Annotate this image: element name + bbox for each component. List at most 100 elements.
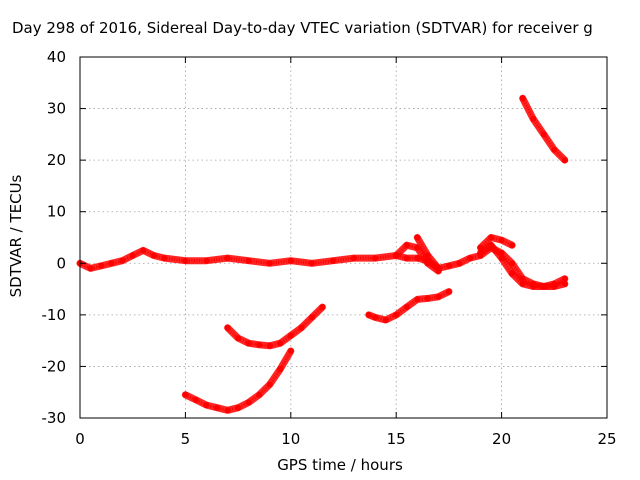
data-point-afternoon-arc bbox=[393, 311, 400, 318]
data-point-low-arc bbox=[192, 396, 199, 403]
data-point-late-segment bbox=[519, 95, 526, 102]
data-point-main-band bbox=[87, 265, 94, 272]
data-point-mid-arc bbox=[277, 340, 284, 347]
data-point-afternoon-arc bbox=[414, 296, 421, 303]
data-point-main-band bbox=[119, 257, 126, 264]
data-point-afternoon-arc bbox=[435, 293, 442, 300]
data-point-afternoon-arc bbox=[372, 314, 379, 321]
y-tick-label: -30 bbox=[42, 409, 67, 427]
data-point-low-arc bbox=[224, 407, 231, 414]
data-point-low-arc bbox=[256, 391, 263, 398]
data-point-afternoon-arc bbox=[365, 311, 372, 318]
data-point-lower-trace-20h bbox=[498, 255, 505, 262]
data-point-mid-arc bbox=[298, 324, 305, 331]
x-axis-label: GPS time / hours bbox=[277, 456, 403, 474]
data-point-lower-trace-20h bbox=[477, 250, 484, 256]
data-point-main-band bbox=[414, 255, 421, 262]
data-point-afternoon-arc bbox=[403, 304, 410, 311]
x-tick-label: 5 bbox=[181, 430, 191, 448]
data-point-mid-arc bbox=[319, 304, 326, 311]
data-point-spike-16h bbox=[424, 252, 431, 259]
x-tick-label: 10 bbox=[281, 430, 300, 448]
data-point-low-arc bbox=[203, 402, 210, 409]
chart-title: Day 298 of 2016, Sidereal Day-to-day VTE… bbox=[12, 19, 593, 37]
data-point-main-band bbox=[108, 260, 115, 267]
data-point-mid-arc bbox=[235, 335, 242, 342]
data-point-main-band bbox=[266, 260, 273, 267]
series-line-upper-trace-20h bbox=[479, 236, 513, 249]
data-point-late-segment bbox=[540, 131, 547, 138]
data-point-mid-arc bbox=[287, 332, 294, 339]
y-tick-label: 20 bbox=[47, 151, 66, 169]
series-band-lower-trace-20h bbox=[477, 241, 569, 290]
data-point-upper-trace-15h bbox=[403, 242, 410, 249]
data-point-mid-arc bbox=[256, 341, 263, 348]
data-point-low-arc bbox=[235, 404, 242, 411]
data-point-lower-trace-20h bbox=[561, 275, 568, 282]
data-point-main-band bbox=[372, 255, 379, 262]
data-point-main-band bbox=[161, 255, 168, 262]
data-point-afternoon-arc bbox=[382, 317, 389, 323]
data-point-main-band bbox=[308, 260, 315, 267]
data-point-main-band bbox=[98, 262, 105, 269]
data-point-low-arc bbox=[277, 366, 284, 372]
plot-frame bbox=[79, 56, 608, 419]
data-point-main-band bbox=[509, 260, 516, 267]
data-point-mid-arc bbox=[224, 324, 231, 331]
data-point-late-segment bbox=[551, 146, 558, 153]
data-point-spike-16h bbox=[435, 265, 442, 272]
data-point-main-band bbox=[456, 260, 463, 267]
series-band-low-arc bbox=[181, 347, 295, 414]
tick-layer: 0 5 10 15 20 25 -30 -20 -10 0 10 20 30 40 bbox=[42, 48, 617, 448]
data-point-upper-trace-15h bbox=[393, 252, 400, 259]
x-tick-label: 25 bbox=[597, 430, 616, 448]
data-point-mid-arc bbox=[245, 340, 252, 347]
y-tick-label: -20 bbox=[42, 357, 67, 375]
data-point-low-arc bbox=[266, 381, 273, 388]
data-point-late-segment bbox=[530, 115, 537, 122]
data-point-main-band bbox=[445, 262, 452, 269]
y-tick-label: 30 bbox=[47, 100, 66, 118]
data-point-low-arc bbox=[287, 348, 294, 354]
data-point-main-band bbox=[150, 252, 157, 259]
data-point-late-segment bbox=[561, 157, 568, 164]
data-point-main-band bbox=[403, 255, 410, 262]
series-layer bbox=[76, 94, 569, 414]
data-point-main-band bbox=[245, 257, 252, 264]
data-point-low-arc bbox=[214, 404, 220, 411]
data-point-main-band bbox=[203, 257, 210, 264]
series-band-mid-arc bbox=[224, 303, 326, 350]
data-point-mid-arc bbox=[266, 342, 273, 349]
y-tick-label: 10 bbox=[47, 203, 66, 221]
data-point-lower-trace-20h bbox=[530, 283, 537, 290]
data-point-upper-trace-20h bbox=[509, 242, 516, 249]
data-point-main-band bbox=[287, 257, 294, 264]
data-point-lower-trace-20h bbox=[540, 283, 547, 290]
data-point-spike-16h bbox=[414, 234, 421, 241]
series-line-mid-arc bbox=[226, 306, 324, 348]
data-point-low-arc bbox=[245, 399, 252, 406]
series-line-late-segment bbox=[521, 97, 566, 162]
data-point-upper-trace-20h bbox=[498, 237, 505, 244]
data-point-main-band bbox=[351, 255, 357, 262]
data-point-lower-trace-20h bbox=[551, 280, 558, 287]
data-point-afternoon-arc bbox=[445, 288, 452, 295]
data-point-main-band bbox=[182, 257, 189, 264]
x-tick-label: 20 bbox=[492, 430, 511, 448]
data-point-afternoon-arc bbox=[424, 295, 431, 302]
data-point-main-band bbox=[140, 247, 147, 254]
data-point-upper-trace-20h bbox=[488, 234, 495, 241]
x-tick-label: 0 bbox=[75, 430, 85, 448]
data-point-lower-trace-20h bbox=[509, 270, 516, 277]
series-line-afternoon-arc bbox=[368, 290, 450, 322]
data-point-low-arc bbox=[182, 391, 189, 398]
data-point-lower-trace-20h bbox=[488, 242, 495, 249]
series-band-late-segment bbox=[519, 94, 569, 164]
data-point-mid-arc bbox=[308, 314, 315, 321]
y-tick-label: -10 bbox=[42, 306, 67, 324]
y-tick-label: 0 bbox=[56, 254, 66, 272]
data-point-main-band bbox=[330, 257, 336, 264]
data-point-main-band bbox=[224, 255, 231, 262]
y-tick-label: 40 bbox=[47, 48, 66, 66]
